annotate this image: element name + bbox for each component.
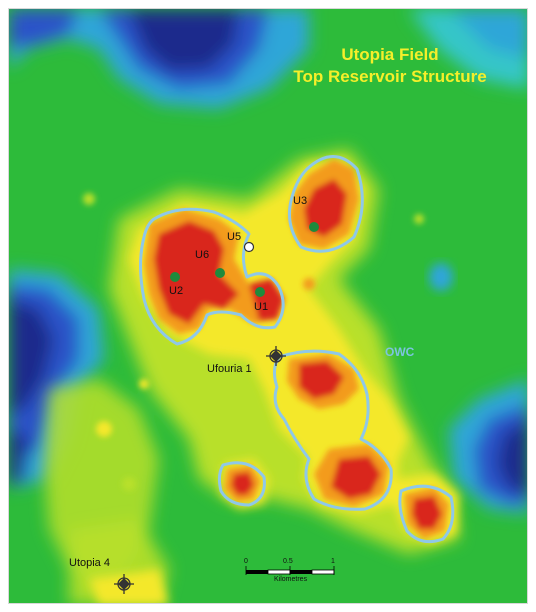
well-label-u3: U3 — [293, 195, 308, 207]
deep-low-northwest — [9, 9, 309, 109]
well-u5-marker[interactable] — [243, 241, 255, 253]
owc-contour — [139, 155, 455, 544]
scale-tick-0: 0 — [244, 558, 248, 565]
scale-tick-end: 1 — [331, 558, 335, 565]
structural-highs — [144, 159, 449, 539]
well-u3-marker[interactable] — [309, 222, 319, 232]
structure-map-graphic — [9, 9, 527, 603]
map-title: Utopia Field — [341, 45, 439, 64]
well-u6-marker[interactable] — [215, 268, 225, 278]
well-label-u6: U6 — [195, 249, 210, 261]
well-u1-marker[interactable] — [255, 287, 265, 297]
deep-low-east — [449, 379, 527, 514]
owc-label: OWC — [385, 345, 415, 359]
well-label-u5: U5 — [227, 231, 242, 243]
well-label-ufouria-1: Ufouria 1 — [207, 363, 252, 375]
minor-anomalies — [83, 193, 424, 491]
deep-low-northeast — [409, 9, 527, 89]
well-label-u1: U1 — [254, 301, 269, 313]
blue-spot-east — [429, 263, 453, 291]
scale-bar — [245, 566, 335, 575]
scale-tick-mid: 0.5 — [283, 558, 293, 565]
structure-map: Utopia Field Top Reservoir Structure U3 … — [8, 8, 528, 604]
well-label-utopia-4: Utopia 4 — [69, 557, 110, 569]
deep-low-west — [9, 269, 104, 489]
well-utopia-4-symbol[interactable] — [114, 574, 134, 594]
scale-unit: Kilometres — [274, 576, 308, 583]
well-ufouria-1-symbol[interactable] — [266, 346, 286, 366]
map-subtitle: Top Reservoir Structure — [293, 67, 487, 86]
well-u2-marker[interactable] — [170, 272, 180, 282]
well-label-u2: U2 — [169, 285, 184, 297]
